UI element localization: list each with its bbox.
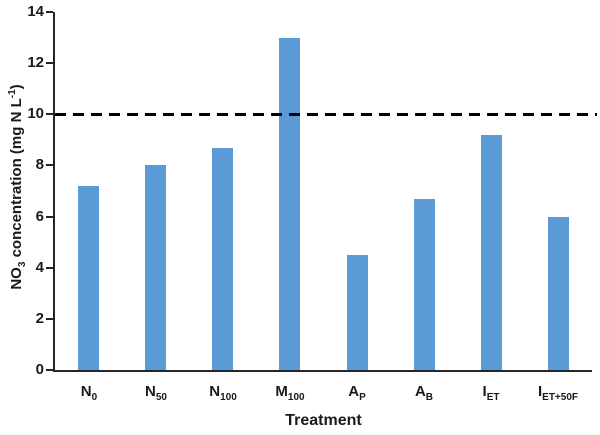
label-text: ) [8,84,25,90]
subscript-text: 0 [91,392,98,403]
y-tick-label: 6 [35,207,44,225]
y-tick-label: 0 [35,361,44,378]
label-text: N [209,383,221,400]
subscript-text: 3 [17,261,28,268]
y-tick-mark [46,164,53,167]
y-tick-label: 14 [27,3,44,20]
y-tick-label: 4 [35,258,44,276]
chart-bar-N100 [212,147,233,370]
y-tick-mark [46,266,53,269]
label-text: N [145,383,156,400]
subscript-text: 50 [155,392,167,403]
label-text: I [537,383,543,400]
label-text: A [414,383,426,400]
y-tick-mark [46,369,53,371]
chart-bar-AB [414,198,435,370]
chart-bar-N50 [145,165,166,370]
y-tick-label: 8 [35,156,44,174]
y-tick-mark [46,215,53,218]
subscript-text: 100 [220,392,237,403]
chart-bar-IET [481,134,502,370]
label-text: M [275,383,288,400]
x-category-label-N100: N100 [188,382,258,408]
reference-dashed-line [55,112,597,116]
subscript-text: B [425,392,434,403]
x-category-label-N0: N0 [54,382,124,408]
x-axis-line [53,370,592,372]
y-axis-line [53,12,55,372]
x-category-label-N50: N50 [121,382,191,408]
x-category-label-AB: AB [389,382,459,408]
chart-bar-IET+50F [548,216,569,370]
x-category-label-M100: M100 [255,382,325,408]
subscript-text: 100 [287,392,305,403]
y-axis-title: NO3 concentration (mg N L-1) [3,7,28,367]
chart-bar-AP [347,254,368,370]
y-tick-label: 2 [35,309,44,327]
chart-bar-N0 [78,185,99,370]
subscript-text: ET+50F [542,392,579,403]
subscript-text: ET [486,392,500,403]
subscript-text: P [359,392,366,403]
label-text: NO [8,267,25,290]
x-axis-title: Treatment [285,412,362,429]
chart-bar-M100 [279,37,300,370]
y-tick-label: 10 [27,105,44,123]
y-tick-mark [46,317,53,320]
x-category-label-IET+50F: IET+50F [523,382,593,408]
x-category-label-IET: IET [456,382,526,408]
superscript-text: -1 [7,89,18,99]
y-tick-label: 12 [27,54,44,72]
x-category-label-AP: AP [322,382,392,408]
y-tick-mark [46,113,53,116]
label-text: I [482,383,487,400]
y-tick-mark [46,11,53,13]
label-text: concentration (mg N L [8,98,25,262]
label-text: A [348,383,360,400]
label-text: N [80,383,92,400]
y-tick-mark [46,62,53,65]
